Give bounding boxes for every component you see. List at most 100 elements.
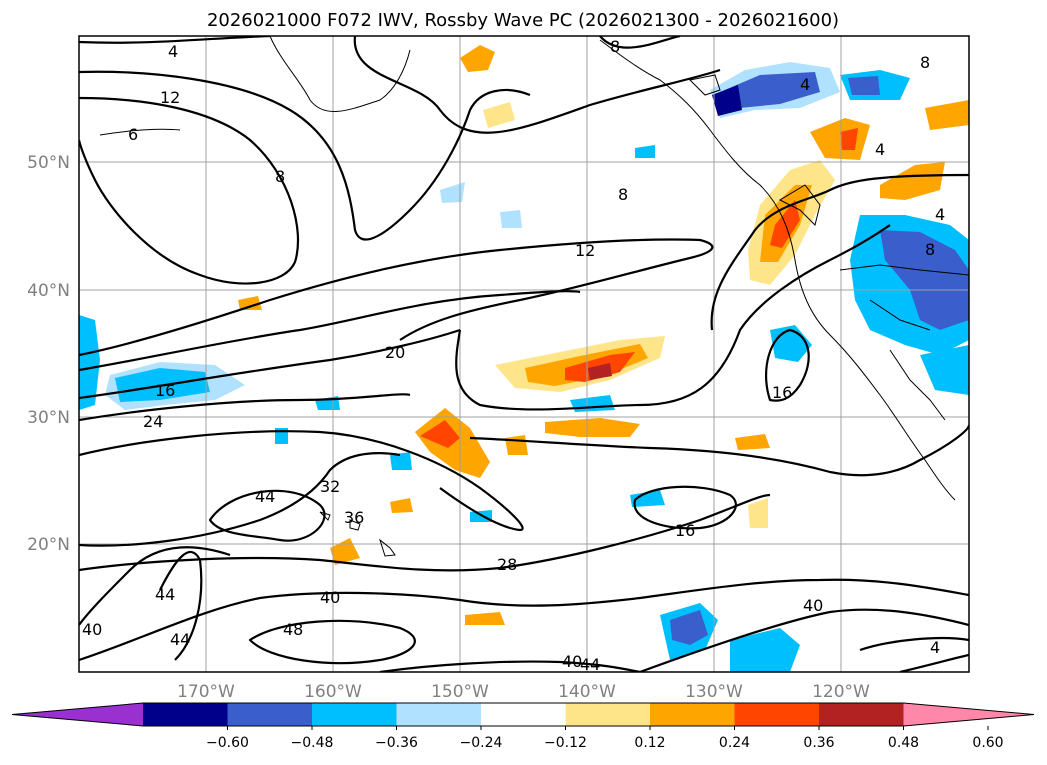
- x-tick-label: 130°W: [685, 682, 743, 702]
- iwv-contours: [79, 36, 969, 672]
- contour-label: 24: [143, 412, 163, 431]
- shade-positive-ne-edge: [925, 100, 969, 130]
- colorbar-segment: [396, 703, 482, 726]
- x-tick-label: 120°W: [812, 682, 870, 702]
- y-tick-label: 40°N: [27, 281, 70, 301]
- x-tick-label: 160°W: [304, 682, 362, 702]
- x-tick-label: 170°W: [177, 682, 235, 702]
- colorbar-segment: [565, 703, 651, 726]
- contour-label: 28: [497, 555, 517, 574]
- contour-label: 8: [610, 37, 620, 56]
- colorbar-segment: [227, 703, 313, 726]
- contour-label: 12: [575, 241, 595, 260]
- shade-negative-alaska-max: [712, 85, 742, 116]
- contour-label: 40: [803, 596, 823, 615]
- map-frame: [78, 35, 970, 673]
- colorbar-tick-label: −0.60: [206, 735, 249, 751]
- colorbar-tick-label: 0.36: [803, 735, 834, 751]
- contour-label: 4: [935, 205, 945, 224]
- shade-positive-bc-core: [840, 128, 858, 150]
- shade-negative-hawaii-se-core: [670, 610, 708, 645]
- colorbar: −0.60 −0.48 −0.36 −0.24 −0.12 0.12 0.24 0.36 0.4…: [11, 702, 1035, 751]
- contour-label: 16: [155, 381, 175, 400]
- colorbar-segment: [734, 703, 820, 726]
- contour-label: 44: [255, 487, 275, 506]
- contour-label: 4: [875, 140, 885, 159]
- x-tick-label: 140°W: [558, 682, 616, 702]
- shade-positive-small3: [330, 538, 360, 565]
- shade-positive-nw-gulf: [460, 45, 495, 72]
- contour-label: 4: [930, 638, 940, 657]
- shade-negative-west-edge: [79, 315, 100, 410]
- colorbar-segment: [312, 703, 397, 726]
- y-tick-label: 50°N: [27, 153, 70, 173]
- contour-label: 6: [128, 125, 138, 144]
- coastlines: [99, 36, 969, 557]
- contour-label: 8: [925, 240, 935, 259]
- contour-label: 16: [675, 521, 695, 540]
- contour-label: 40: [562, 652, 582, 671]
- shade-positive-small5: [465, 612, 505, 625]
- contour-label: 8: [275, 167, 285, 186]
- latitude-labels: 50°N 40°N 30°N 20°N: [27, 153, 70, 555]
- shade-positive-small2: [735, 434, 770, 450]
- contour-label: 4: [800, 75, 810, 94]
- contour-label: 8: [618, 185, 628, 204]
- longitude-labels: 170°W 160°W 150°W 140°W 130°W 120°W: [177, 682, 870, 702]
- colorbar-segment: [650, 703, 735, 726]
- shade-positive-small8: [390, 498, 413, 513]
- contour-label: 40: [320, 588, 340, 607]
- y-tick-label: 30°N: [27, 408, 70, 428]
- contour-label: 40: [82, 620, 102, 639]
- map-area: 4 12 6 8 8 12 20 16 24 32 36 44 44 44 40…: [79, 36, 969, 674]
- colorbar-extend-min: [12, 703, 143, 726]
- colorbar-tick-label: −0.36: [375, 735, 418, 751]
- shade-positive-small1: [483, 102, 515, 128]
- contour-labels: 4 12 6 8 8 12 20 16 24 32 36 44 44 44 40…: [82, 37, 945, 674]
- shade-negative-small9: [500, 210, 522, 228]
- colorbar-tick-label: −0.48: [291, 735, 334, 751]
- shade-negative-small3: [390, 452, 412, 470]
- shade-positive-band: [545, 418, 640, 437]
- contour-label: 32: [320, 477, 340, 496]
- contour-label: 20: [385, 343, 405, 362]
- shade-positive-small7: [748, 498, 768, 528]
- x-tick-label: 150°W: [431, 682, 489, 702]
- colorbar-segment: [819, 703, 904, 726]
- contour-label: 44: [170, 630, 190, 649]
- contour-label: 36: [344, 508, 364, 527]
- shade-negative-small4: [630, 490, 665, 507]
- shade-negative-sw-east: [920, 345, 969, 395]
- contour-label: 44: [155, 585, 175, 604]
- colorbar-tick-label: 0.12: [634, 735, 665, 751]
- shade-negative-ne-corner-core: [848, 76, 880, 95]
- colorbar-tick-label: −0.24: [460, 735, 503, 751]
- colorbar-extend-max: [903, 703, 1034, 726]
- colorbar-tick-label: 0.60: [972, 735, 1003, 751]
- contour-label: 12: [160, 88, 180, 107]
- y-tick-label: 20°N: [27, 535, 70, 555]
- shade-positive-central-max: [588, 363, 612, 380]
- colorbar-tick-label: −0.12: [544, 735, 587, 751]
- shade-negative-small2: [440, 182, 465, 203]
- shade-positive-small4: [505, 435, 528, 455]
- colorbar-segment: [143, 703, 228, 726]
- contour-label: 44: [580, 655, 600, 674]
- shade-positive-subtropic-core: [420, 420, 460, 448]
- gridlines: [79, 36, 969, 672]
- contour-label: 8: [920, 53, 930, 72]
- shade-positive-ne: [880, 162, 945, 200]
- shade-negative-alaska-core: [720, 72, 820, 108]
- contour-label: 16: [772, 383, 792, 402]
- contour-label: 48: [283, 620, 303, 639]
- colorbar-tick-label: 0.48: [888, 735, 919, 751]
- colorbar-tick-label: 0.24: [719, 735, 750, 751]
- chart-title: 2026021000 F072 IWV, Rossby Wave PC (202…: [207, 10, 839, 31]
- shade-negative-interior-core: [880, 230, 969, 330]
- contour-label: 4: [168, 42, 178, 61]
- shade-positive-small6: [238, 296, 262, 310]
- colorbar-outline: [11, 702, 1035, 727]
- colorbar-segment: [481, 703, 566, 726]
- shade-negative-small8: [635, 145, 655, 158]
